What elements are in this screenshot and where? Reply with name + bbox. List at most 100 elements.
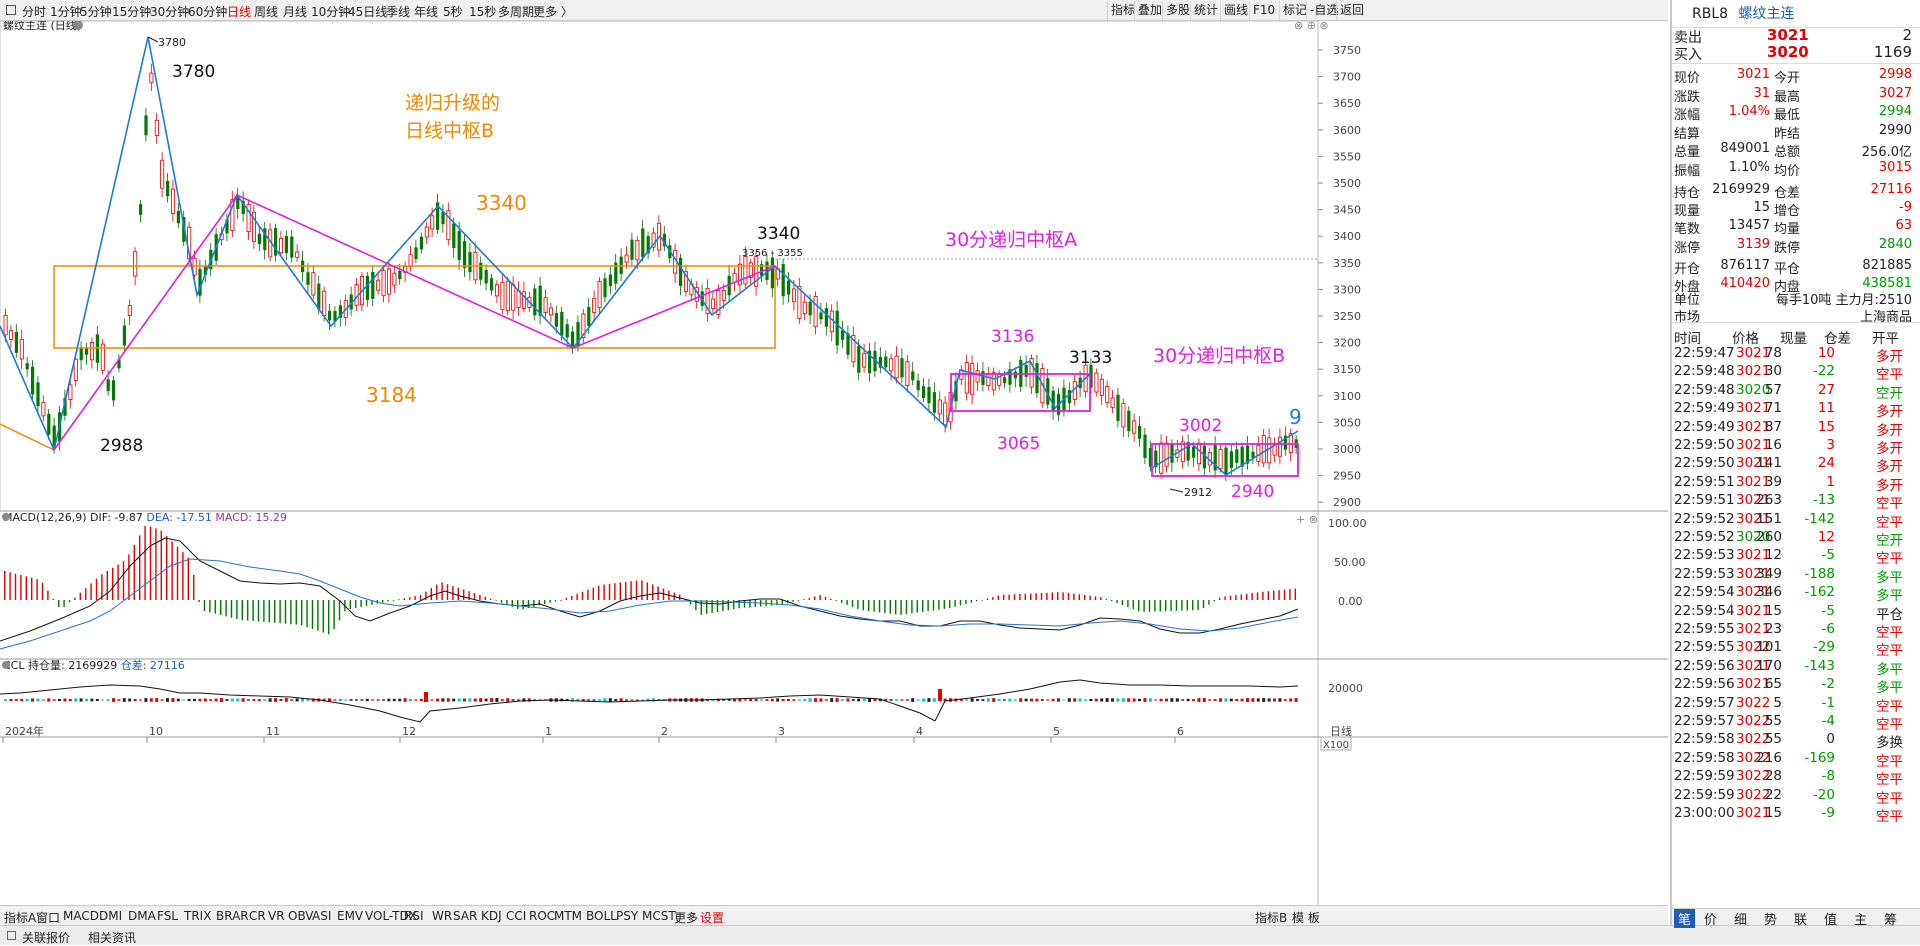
status-tab-related-news[interactable]: 相关资讯 — [88, 931, 137, 945]
indicator-tab-5[interactable]: FSL — [157, 909, 178, 923]
indicator-right-tab-1[interactable]: 模 板 — [1292, 911, 1320, 925]
tick-row: 22:59:59 3022 22 -20 空平 — [1672, 786, 1920, 807]
period-tab-11[interactable]: 季线 — [386, 5, 411, 19]
hub-a-box — [950, 373, 1091, 412]
ticks-header-cell: 开平 — [1872, 331, 1899, 347]
toolbar-button-7[interactable]: -自选 — [1306, 1, 1341, 20]
period-tab-16[interactable]: 更多 〉 — [533, 5, 573, 19]
tick-cell: 空平 — [1876, 551, 1903, 568]
indicator-right-tab-0[interactable]: 指标B — [1255, 911, 1288, 925]
quote-tab-4[interactable]: 联 — [1794, 913, 1808, 928]
period-tab-15[interactable]: 多周期 — [498, 5, 535, 19]
daily-hub-box — [53, 265, 776, 349]
quote-field-value: 876117 — [1720, 258, 1770, 273]
magenta-strokes — [53, 193, 776, 451]
quote-tab-5[interactable]: 值 — [1824, 913, 1838, 928]
quote-field-value: 3027 — [1878, 86, 1912, 101]
indicator-tab-7[interactable]: BRAR — [216, 909, 249, 923]
quote-field-label: 增仓 — [1774, 204, 1801, 219]
toolbar-button-4[interactable]: 画线 — [1220, 1, 1251, 20]
toolbar-button-8[interactable]: 返回 — [1336, 1, 1367, 20]
tick-cell: 多换 — [1876, 735, 1903, 752]
indicator-tab-0[interactable]: 指标A — [4, 911, 37, 925]
quote-field-label: 昨结 — [1774, 127, 1801, 142]
tick-cell: 3021 — [1736, 492, 1771, 509]
period-tab-1[interactable]: 1分钟 — [50, 5, 82, 19]
quote-tab-1[interactable]: 价 — [1704, 913, 1718, 928]
tick-row: 22:59:57 3022 55 -4 空平 — [1672, 712, 1920, 733]
tick-row: 22:59:53 3021 349 -188 多平 — [1672, 565, 1920, 586]
period-label: 日线 — [1330, 724, 1352, 738]
quote-tab-7[interactable]: 筹 — [1884, 913, 1898, 928]
indicator-tab-13[interactable]: VOL-TDX — [365, 909, 417, 923]
tick-cell: -162 — [1804, 584, 1835, 601]
indicator-tab-20[interactable]: MTM — [554, 909, 583, 923]
tick-cell: 3021 — [1736, 805, 1771, 821]
tick-cell: 3021 — [1736, 437, 1771, 453]
indicator-tab-4[interactable]: DMA — [128, 909, 156, 923]
indicator-tab-16[interactable]: SAR — [453, 909, 478, 923]
quote-tab-6[interactable]: 主 — [1854, 913, 1868, 928]
ccl-dropdown-icon[interactable] — [2, 661, 10, 669]
indicator-tab-14[interactable]: RSI — [404, 909, 424, 923]
toolbar-button-5[interactable]: F10 — [1249, 1, 1278, 20]
period-tab-9[interactable]: 10分钟 — [311, 5, 351, 19]
indicator-tab-2[interactable]: MACD — [63, 909, 99, 923]
indicator-tab-8[interactable]: CR — [249, 909, 266, 923]
toolbar-button-1[interactable]: 叠加 — [1134, 1, 1165, 20]
blue-strokes — [0, 36, 1091, 453]
indicator-tab-25[interactable]: 设置 — [700, 911, 725, 925]
period-tab-2[interactable]: 5分钟 — [80, 5, 112, 19]
period-tab-13[interactable]: 5秒 — [443, 5, 463, 19]
indicator-tab-18[interactable]: CCI — [506, 909, 527, 923]
kline-chart[interactable]: 3750370036503600355035003450340033503300… — [0, 21, 1668, 905]
indicator-tab-9[interactable]: VR — [268, 909, 285, 923]
indicator-tab-10[interactable]: OBV — [288, 909, 314, 923]
tick-cell: 71 — [1764, 400, 1782, 417]
indicator-tab-1[interactable]: 窗口 — [36, 911, 61, 925]
tick-row: 22:59:51 3021 263 -13 空平 — [1672, 491, 1920, 512]
indicator-tab-21[interactable]: BOLL — [586, 909, 617, 923]
chart-title-dropdown-icon[interactable] — [73, 21, 83, 30]
period-tab-8[interactable]: 月线 — [283, 5, 308, 19]
quote-tab-0[interactable]: 笔 — [1674, 909, 1696, 928]
period-tab-3[interactable]: 15分钟 — [112, 5, 152, 19]
toolbar-button-0[interactable]: 指标 — [1107, 1, 1138, 20]
period-tab-10[interactable]: 45日线 — [348, 5, 388, 19]
tick-cell: 30 — [1764, 363, 1782, 380]
period-tab-12[interactable]: 年线 — [414, 5, 439, 19]
tick-cell: 22:59:58 — [1674, 731, 1735, 748]
menu-icon[interactable] — [6, 5, 16, 15]
status-tab-related-quotes[interactable]: 关联报价 — [22, 931, 71, 945]
toolbar-button-2[interactable]: 多股 — [1162, 1, 1193, 20]
indicator-tab-3[interactable]: DMI — [99, 909, 123, 923]
indicator-tab-19[interactable]: ROC — [529, 909, 556, 923]
toolbar-button-6[interactable]: 标记 — [1279, 1, 1310, 20]
quote-name[interactable]: 螺纹主连 — [1738, 6, 1795, 22]
quote-panel-tabs: 笔价 细 势 联 值 主 筹 — [1672, 908, 1920, 928]
indicator-tab-23[interactable]: MCST — [642, 909, 676, 923]
period-tab-6[interactable]: 日线 — [227, 5, 252, 19]
period-tab-5[interactable]: 60分钟 — [188, 5, 228, 19]
period-tab-7[interactable]: 周线 — [254, 5, 279, 19]
panel-controls-icon[interactable]: ⊗ ⊕ ⊗ — [1294, 21, 1329, 32]
period-tab-0[interactable]: 分时 — [22, 5, 47, 19]
tick-row: 22:59:56 3021 170 -143 多平 — [1672, 657, 1920, 678]
indicator-tab-15[interactable]: WR — [432, 909, 453, 923]
toolbar-button-3[interactable]: 统计 — [1190, 1, 1221, 20]
status-toggle-icon[interactable] — [7, 931, 16, 940]
quote-tab-3[interactable]: 势 — [1764, 913, 1778, 928]
indicator-tab-6[interactable]: TRIX — [184, 909, 212, 923]
indicator-tab-11[interactable]: ASI — [312, 909, 332, 923]
chart-title: 螺纹主连 (日线) — [3, 21, 81, 32]
indicator-tab-17[interactable]: KDJ — [481, 909, 502, 923]
tick-cell: 141 — [1756, 455, 1782, 472]
indicator-tab-22[interactable]: PSY — [616, 909, 639, 923]
indicator-tab-24[interactable]: 更多 — [674, 911, 699, 925]
quote-tab-2[interactable]: 细 — [1734, 913, 1748, 928]
indicator-tab-12[interactable]: EMV — [337, 909, 364, 923]
period-tab-4[interactable]: 30分钟 — [150, 5, 190, 19]
period-tab-14[interactable]: 15秒 — [469, 5, 497, 19]
macd-dropdown-icon[interactable] — [2, 513, 10, 521]
macd-controls-icon[interactable]: + ⊗ — [1296, 513, 1318, 526]
